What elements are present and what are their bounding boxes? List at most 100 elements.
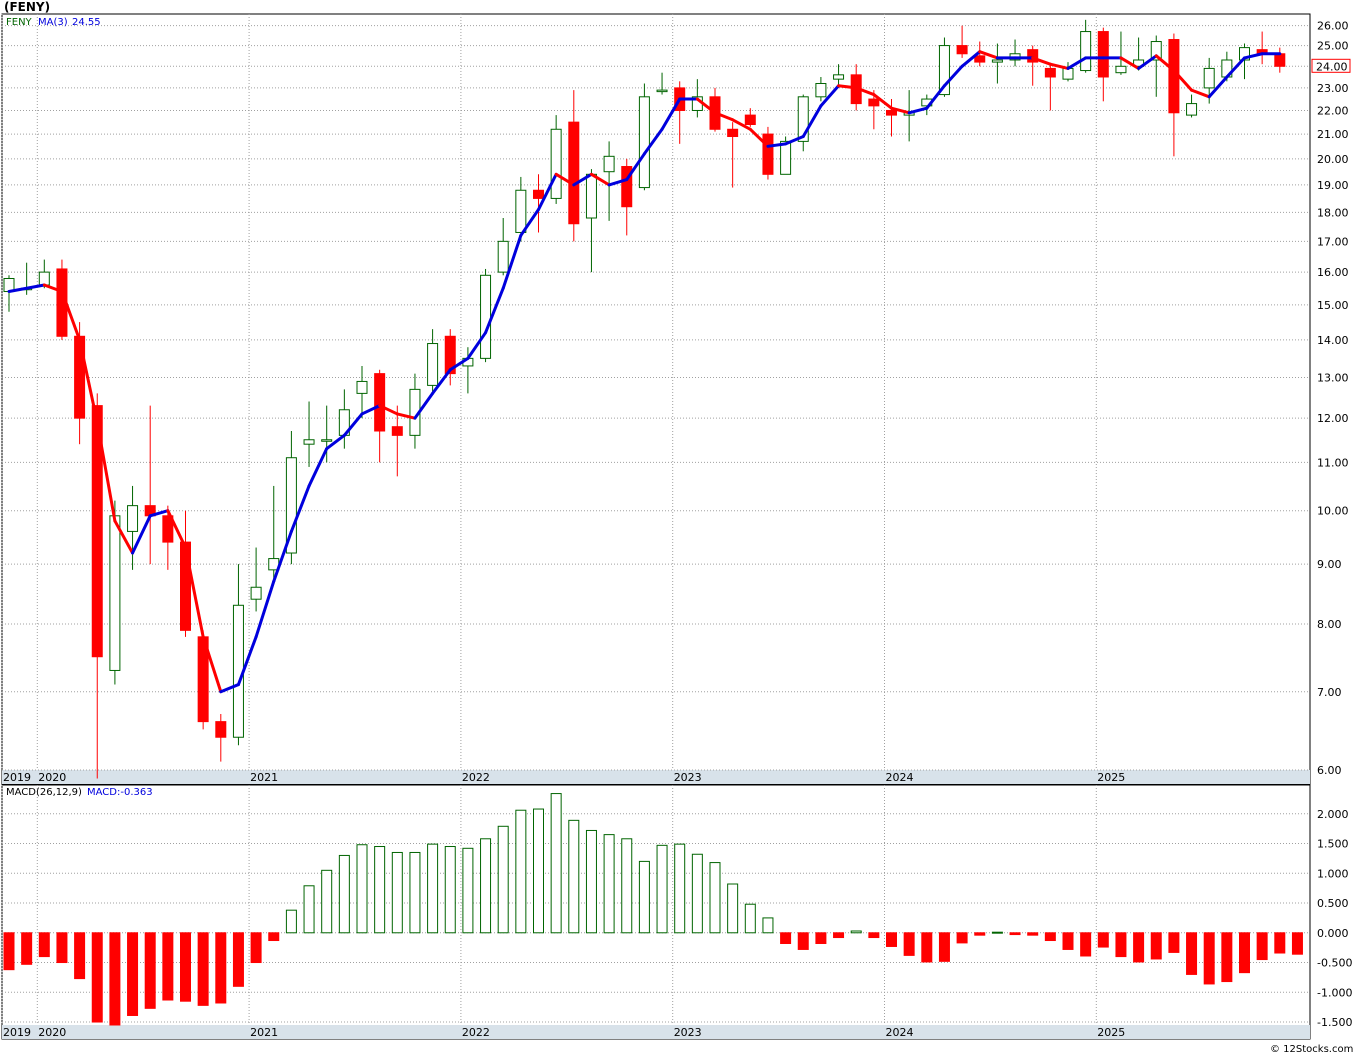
macd-axis-ticks: -1.500 -1.000 -0.500 0.000 0.500 1.000 1.500 2.… (1317, 808, 1352, 1029)
price-tick-label: 22.00 (1317, 104, 1349, 117)
candle-body (1186, 103, 1198, 116)
candle-body (956, 45, 968, 55)
macd-bar (1009, 932, 1021, 936)
candle (621, 158, 633, 236)
candle-body (285, 457, 297, 554)
price-tick-label: 11.00 (1317, 456, 1349, 469)
candle-body (480, 274, 492, 359)
ma-segment (236, 635, 258, 687)
macd-bar (903, 932, 915, 956)
macd-bar (797, 932, 809, 950)
candle-body (215, 721, 227, 738)
price-year-label: 2025 (1097, 771, 1125, 784)
macd-bar (850, 930, 862, 934)
ma-segment (642, 127, 664, 156)
macd-bar (991, 931, 1003, 934)
macd-bar (833, 932, 845, 939)
price-tick-label: 10.00 (1317, 505, 1349, 518)
macd-histogram-series (3, 793, 1303, 1026)
macd-bar (1044, 932, 1056, 942)
macd-bar (603, 834, 615, 934)
macd-year-label: 2019 (3, 1026, 31, 1039)
ma-segment (837, 84, 858, 90)
ma-segment (378, 404, 399, 416)
ma-segment (978, 50, 999, 60)
ma-segment (1243, 52, 1264, 60)
price-tick-label: 16.00 (1317, 266, 1349, 279)
ma-segment (95, 420, 117, 523)
price-tick-label: 17.00 (1317, 235, 1349, 248)
price-tick-label: 25.00 (1317, 40, 1349, 53)
macd-bar (1239, 932, 1250, 974)
chart-title: (FENY) (4, 0, 50, 14)
macd-bar (462, 847, 474, 934)
price-year-axis-band (2, 770, 1310, 784)
candle (356, 365, 368, 419)
candle-body (797, 96, 809, 142)
candle-body (568, 121, 580, 225)
ma-segment (625, 152, 646, 182)
candle-body (815, 83, 827, 98)
macd-bar (127, 932, 139, 1016)
candle (91, 393, 103, 779)
ma-segment (307, 447, 329, 488)
candle (180, 510, 191, 637)
macd-bar (956, 932, 968, 944)
candle (974, 41, 986, 67)
macd-bar (533, 808, 544, 934)
macd-bar (250, 932, 262, 964)
macd-bar (974, 932, 986, 936)
candlestick-series (3, 19, 1286, 779)
candle (444, 329, 456, 386)
price-tick-label: 6.00 (1317, 764, 1342, 777)
ma-segment (413, 391, 435, 420)
candle (550, 115, 562, 204)
price-tick-label: 9.00 (1317, 558, 1342, 571)
ma-segment (466, 331, 488, 360)
macd-legend-value: MACD:-0.363 (87, 787, 153, 798)
ma-segment (272, 529, 293, 583)
candle (427, 329, 439, 394)
price-gridlines (1, 14, 1310, 771)
macd-bar (744, 903, 756, 934)
ma-segment (872, 93, 893, 110)
ma-segment (78, 338, 99, 424)
ma-segment (131, 514, 152, 555)
macd-bar (427, 843, 439, 934)
candle (815, 76, 827, 102)
price-tick-label: 23.00 (1317, 82, 1349, 95)
ma-segment (360, 404, 382, 416)
macd-bar (144, 932, 156, 1009)
macd-bar (515, 809, 527, 934)
candle-body (762, 133, 774, 175)
macd-bar (638, 860, 650, 934)
candle (250, 547, 262, 612)
macd-bar (232, 932, 244, 987)
ma-segment (431, 368, 452, 395)
candle (285, 431, 297, 565)
macd-bar (303, 885, 315, 934)
candle-body (1150, 41, 1162, 61)
candle-body (938, 45, 950, 96)
ma-segment (607, 178, 629, 187)
macd-legend: MACD(26,12,9) MACD:-0.363 (6, 787, 153, 798)
macd-bar (762, 917, 774, 934)
macd-bar (409, 851, 421, 934)
candle (391, 405, 403, 477)
ma-segment (748, 127, 770, 148)
legend-ma-value: 24.55 (72, 17, 101, 28)
macd-tick-label: -0.500 (1317, 957, 1352, 970)
candle (1097, 27, 1109, 102)
candle (1027, 45, 1039, 86)
macd-year-labels: 2019 2020 2021 2022 2023 2024 2025 (3, 1026, 1125, 1039)
ma-segment (695, 97, 717, 115)
macd-tick-label: 1.000 (1317, 867, 1349, 880)
candle (991, 43, 1003, 84)
ma-segment (201, 635, 223, 694)
candle-body (497, 240, 509, 273)
ma-segment (589, 172, 611, 187)
candle-body (603, 155, 615, 173)
macd-bar (674, 843, 686, 934)
macd-bar (691, 853, 703, 934)
last-price-box (1311, 58, 1351, 73)
